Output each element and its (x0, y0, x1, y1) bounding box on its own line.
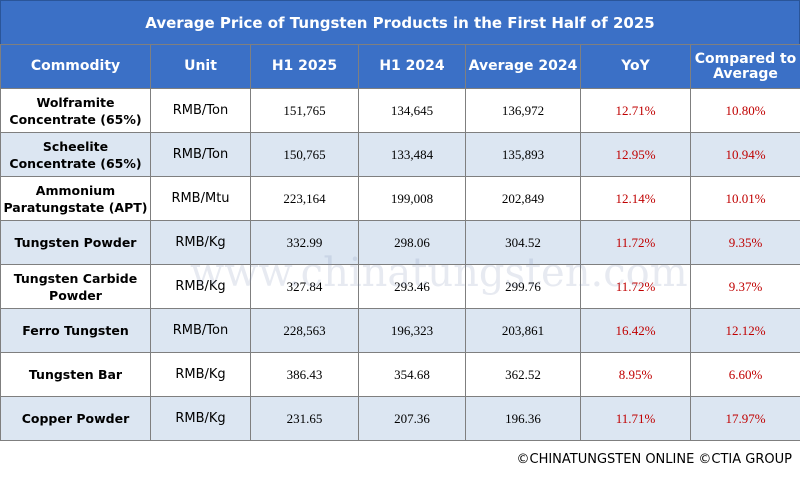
table-cell: 228,563 (250, 308, 359, 353)
table-cell: 299.76 (465, 264, 581, 309)
table-row: Tungsten Bar RMB/Kg 386.43 354.68 362.52 8.95… (0, 352, 800, 397)
table-cell: 11.71% (580, 396, 691, 441)
table-title: Average Price of Tungsten Products in th… (0, 0, 800, 45)
table-row: Copper Powder RMB/Kg 231.65 207.36 196.36 11.… (0, 396, 800, 441)
table-cell: 8.95% (580, 352, 691, 397)
table-row: Scheelite Concentrate (65%) RMB/Ton 150,76… (0, 132, 800, 177)
column-header: YoY (580, 44, 691, 89)
table-cell: RMB/Kg (150, 220, 251, 265)
table-cell: RMB/Ton (150, 132, 251, 177)
table-cell: 10.01% (690, 176, 800, 221)
table-cell: 386.43 (250, 352, 359, 397)
table-cell: Copper Powder (0, 396, 151, 441)
column-header: Compared to Average (690, 44, 800, 89)
table-cell: 133,484 (358, 132, 466, 177)
table-cell: 199,008 (358, 176, 466, 221)
table-row: Ammonium Paratungstate (APT) RMB/Mtu 223,1… (0, 176, 800, 221)
price-table: Commodity Unit H1 2025 H1 2024 Average 2024 Y… (0, 44, 800, 441)
table-cell: 11.72% (580, 264, 691, 309)
table-cell: 12.14% (580, 176, 691, 221)
table-cell: 11.72% (580, 220, 691, 265)
table-cell: 293.46 (358, 264, 466, 309)
column-header: Average 2024 (465, 44, 581, 89)
table-cell: 327.84 (250, 264, 359, 309)
table-cell: Ferro Tungsten (0, 308, 151, 353)
table-row: Wolframite Concentrate (65%) RMB/Ton 151,7… (0, 88, 800, 133)
table-cell: Scheelite Concentrate (65%) (0, 132, 151, 177)
table-cell: 12.71% (580, 88, 691, 133)
table-cell: 304.52 (465, 220, 581, 265)
table-cell: 362.52 (465, 352, 581, 397)
table-cell: Tungsten Powder (0, 220, 151, 265)
table-cell: 354.68 (358, 352, 466, 397)
table-cell: 298.06 (358, 220, 466, 265)
table-cell: RMB/Kg (150, 264, 251, 309)
table-cell: 10.94% (690, 132, 800, 177)
table-cell: RMB/Kg (150, 352, 251, 397)
table-row: Tungsten Powder RMB/Kg 332.99 298.06 304.52 1… (0, 220, 800, 265)
table-cell: 17.97% (690, 396, 800, 441)
table-cell: 196,323 (358, 308, 466, 353)
table-cell: 136,972 (465, 88, 581, 133)
table-cell: 150,765 (250, 132, 359, 177)
table-cell: 12.12% (690, 308, 800, 353)
table-cell: 10.80% (690, 88, 800, 133)
table-cell: RMB/Ton (150, 308, 251, 353)
table-cell: 196.36 (465, 396, 581, 441)
table-cell: 231.65 (250, 396, 359, 441)
table-cell: 134,645 (358, 88, 466, 133)
table-cell: 202,849 (465, 176, 581, 221)
table-cell: 9.35% (690, 220, 800, 265)
table-cell: Ammonium Paratungstate (APT) (0, 176, 151, 221)
table-cell: Wolframite Concentrate (65%) (0, 88, 151, 133)
table-cell: RMB/Mtu (150, 176, 251, 221)
table-cell: 223,164 (250, 176, 359, 221)
column-header: Unit (150, 44, 251, 89)
table-row: Tungsten Carbide Powder RMB/Kg 327.84 293.4… (0, 264, 800, 309)
footer: ©CHINATUNGSTEN ONLINE ©CTIA GROUP (516, 452, 793, 467)
table-cell: 151,765 (250, 88, 359, 133)
table-cell: RMB/Ton (150, 88, 251, 133)
header-row: Commodity Unit H1 2025 H1 2024 Average 2024 Y… (0, 44, 800, 89)
table-cell: 332.99 (250, 220, 359, 265)
table-cell: 203,861 (465, 308, 581, 353)
column-header: H1 2024 (358, 44, 466, 89)
table-cell: RMB/Kg (150, 396, 251, 441)
column-header: H1 2025 (250, 44, 359, 89)
table-cell: 12.95% (580, 132, 691, 177)
table-cell: 9.37% (690, 264, 800, 309)
table-cell: 135,893 (465, 132, 581, 177)
table-cell: Tungsten Bar (0, 352, 151, 397)
table-row: Ferro Tungsten RMB/Ton 228,563 196,323 203,8… (0, 308, 800, 353)
table-cell: 207.36 (358, 396, 466, 441)
table-cell: Tungsten Carbide Powder (0, 264, 151, 309)
table-cell: 16.42% (580, 308, 691, 353)
column-header: Commodity (0, 44, 151, 89)
table-cell: 6.60% (690, 352, 800, 397)
